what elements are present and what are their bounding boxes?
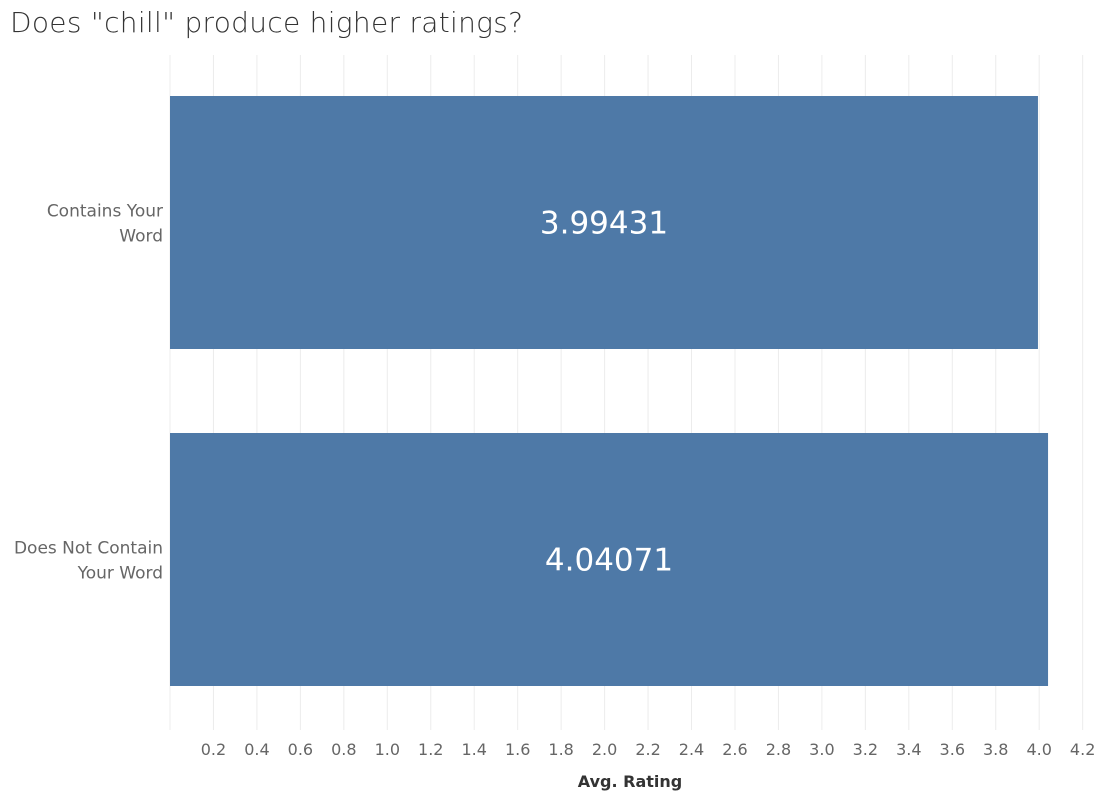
x-tick-label: 1.4 [461,740,486,759]
x-tick-label: 3.2 [853,740,878,759]
x-tick-label: 1.0 [375,740,400,759]
bar [170,433,1049,686]
category-label: Your Word [77,564,163,584]
x-tick-label: 2.4 [679,740,704,759]
x-axis-ticks: 0.2 0.4 0.6 0.8 1.0 1.2 1.4 1.6 1.8 2.0 2.2 2.4 2.6 2… [201,740,1096,759]
bar [170,96,1038,349]
chart-title: Does "chill" produce higher ratings? [10,6,524,39]
x-tick-label: 0.8 [331,740,356,759]
category-label: Does Not Contain [14,539,163,559]
x-tick-label: 0.6 [288,740,313,759]
x-tick-label: 1.2 [418,740,443,759]
category-label: Word [119,227,163,247]
x-tick-label: 4.0 [1026,740,1051,759]
x-tick-label: 0.4 [244,740,269,759]
x-tick-label: 3.4 [896,740,921,759]
data-label: 4.04071 [545,543,673,579]
x-tick-label: 2.0 [592,740,617,759]
x-tick-label: 3.8 [983,740,1008,759]
x-tick-label: 2.2 [635,740,660,759]
data-label: 3.99431 [540,206,668,242]
x-tick-label: 3.6 [940,740,965,759]
x-axis-title: Avg. Rating [578,772,682,791]
category-labels: Contains Your Word Does Not Contain Your Wo… [14,202,163,584]
x-tick-label: 3.0 [809,740,834,759]
x-tick-label: 1.6 [505,740,530,759]
x-tick-label: 4.2 [1070,740,1095,759]
x-tick-label: 2.6 [722,740,747,759]
category-label: Contains Your [47,202,163,222]
bars: 3.99431 4.04071 [170,96,1049,686]
x-tick-label: 1.8 [548,740,573,759]
x-tick-label: 0.2 [201,740,226,759]
x-tick-label: 2.8 [766,740,791,759]
